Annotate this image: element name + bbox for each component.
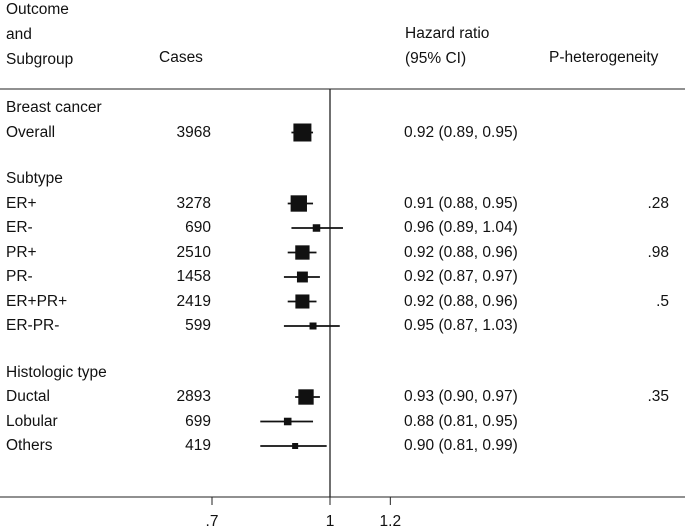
row-hr-ci: 0.90 (0.81, 0.99) (404, 437, 518, 454)
row-cases: 3968 (176, 123, 211, 141)
hr-point (298, 389, 314, 405)
header-cases: Cases (159, 49, 203, 66)
header-outcome: Outcome and Subgroup (6, 1, 74, 68)
hr-point (290, 195, 307, 212)
hr-point (296, 271, 308, 283)
row-label: PR- (6, 268, 33, 285)
row-cases: 690 (185, 219, 211, 236)
row-label: Overall (6, 123, 56, 141)
row-label: ER- (6, 219, 33, 236)
hr-point (309, 322, 317, 330)
x-tick-label: 1 (326, 513, 335, 530)
row-label: Ductal (6, 388, 50, 405)
row-cases: 699 (185, 412, 211, 430)
row-cases: 599 (185, 317, 211, 334)
row-p-heterogeneity: .35 (647, 388, 669, 405)
row-hr-ci: 0.91 (0.88, 0.95) (404, 194, 518, 212)
row-label: Others (6, 437, 53, 454)
row-hr-ci: 0.93 (0.90, 0.97) (404, 388, 518, 405)
row-p-heterogeneity: .5 (656, 292, 669, 310)
row-cases: 2893 (176, 388, 211, 405)
row-p-heterogeneity: .28 (647, 194, 669, 212)
row-label: ER-PR- (6, 317, 60, 334)
header-hazard-ratio: Hazard ratio (95% CI) (405, 25, 490, 67)
row-hr-ci: 0.92 (0.89, 0.95) (404, 123, 518, 141)
group-heading: Subtype (6, 170, 63, 187)
hr-point (292, 443, 299, 449)
row-label: ER+ (6, 194, 37, 212)
row-p-heterogeneity: .98 (647, 243, 669, 261)
row-cases: 2419 (176, 292, 211, 310)
header-p-heterogeneity: P-heterogeneity (549, 49, 659, 66)
hr-point (295, 294, 310, 309)
row-hr-ci: 0.96 (0.89, 1.04) (404, 219, 518, 236)
hr-point (283, 417, 292, 426)
row-cases: 2510 (176, 243, 211, 261)
row-hr-ci: 0.92 (0.87, 0.97) (404, 268, 518, 285)
hr-point (295, 245, 310, 260)
group-heading: Histologic type (6, 363, 107, 381)
x-tick-label: 1.2 (380, 513, 402, 530)
row-label: PR+ (6, 243, 37, 261)
row-hr-ci: 0.88 (0.81, 0.95) (404, 412, 518, 430)
hr-point (312, 224, 321, 232)
row-cases: 1458 (176, 268, 211, 285)
group-heading: Breast cancer (6, 99, 102, 116)
hr-point (293, 123, 312, 142)
row-hr-ci: 0.92 (0.88, 0.96) (404, 292, 518, 310)
row-label: ER+PR+ (6, 292, 68, 310)
row-hr-ci: 0.95 (0.87, 1.03) (404, 317, 518, 334)
row-cases: 419 (185, 437, 211, 454)
row-cases: 3278 (176, 194, 211, 212)
x-tick-label: .7 (206, 513, 219, 530)
row-label: Lobular (6, 412, 58, 430)
row-hr-ci: 0.92 (0.88, 0.96) (404, 243, 518, 261)
